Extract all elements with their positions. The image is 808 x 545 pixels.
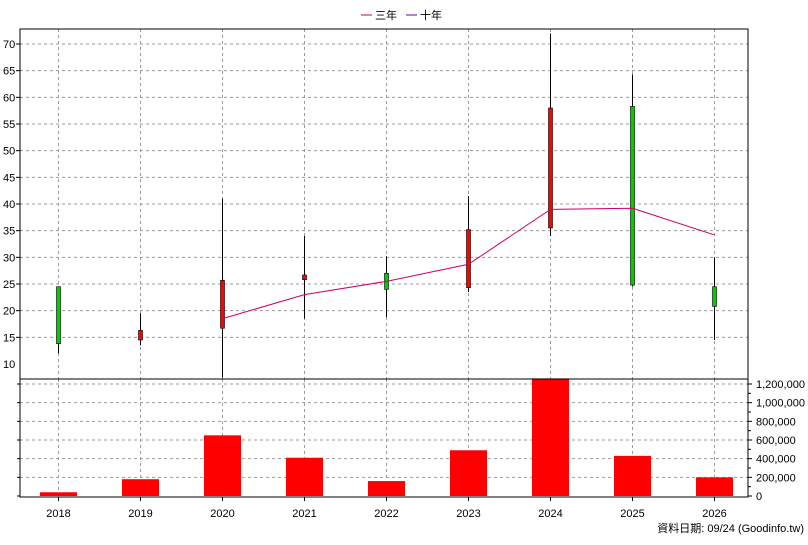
candlesticks bbox=[56, 33, 717, 378]
x-tick-label: 2024 bbox=[538, 508, 562, 520]
volume-bar-2021 bbox=[286, 457, 323, 496]
price-tick-label: 15 bbox=[3, 332, 15, 344]
price-tick-label: 60 bbox=[3, 92, 15, 104]
volume-bar-2026 bbox=[696, 477, 733, 496]
price-tick-label: 65 bbox=[3, 66, 15, 78]
volume-bars bbox=[40, 378, 733, 496]
moving-average-lines bbox=[222, 207, 715, 320]
x-tick-label: 2020 bbox=[210, 508, 234, 520]
volume-tick-label: 1,000,000 bbox=[756, 398, 805, 410]
volume-tick-label: 600,000 bbox=[756, 435, 796, 447]
price-gridlines bbox=[20, 29, 748, 379]
x-tick-label: 2018 bbox=[46, 508, 70, 520]
price-tick-label: 55 bbox=[3, 119, 15, 131]
volume-tick-label: 800,000 bbox=[756, 416, 796, 428]
volume-tick-label: 1,200,000 bbox=[756, 379, 805, 391]
volume-bar-2023 bbox=[450, 450, 487, 496]
candle-body-2019 bbox=[138, 330, 143, 341]
volume-bar-2020 bbox=[204, 435, 241, 496]
legend-label-1: 三年 bbox=[375, 8, 397, 22]
x-tick-label: 2022 bbox=[374, 508, 398, 520]
volume-bar-2018 bbox=[40, 492, 77, 496]
line-series-三年 bbox=[222, 207, 715, 320]
volume-bar-2024 bbox=[532, 378, 569, 496]
volume-bar-2022 bbox=[368, 481, 405, 496]
year-axis-ticks: 2018 2019 2020 2021 2022 2023 2024 2025 2026 bbox=[46, 497, 727, 520]
price-tick-label: 70 bbox=[3, 39, 15, 51]
price-tick-label: 40 bbox=[3, 199, 15, 211]
candle-body-2025 bbox=[630, 106, 635, 286]
price-axis-ticks: 10 15 20 25 30 35 40 45 50 55 60 65 70 bbox=[3, 39, 20, 371]
candle-body-2018 bbox=[56, 286, 61, 345]
price-tick-label: 50 bbox=[3, 146, 15, 158]
x-tick-label: 2019 bbox=[128, 508, 152, 520]
price-tick-label: 45 bbox=[3, 172, 15, 184]
price-tick-label: 20 bbox=[3, 306, 15, 318]
candle-body-2020 bbox=[220, 279, 225, 329]
legend: 三年 十年 bbox=[361, 8, 442, 22]
x-tick-label: 2023 bbox=[456, 508, 480, 520]
x-tick-label: 2025 bbox=[620, 508, 644, 520]
candle-body-2026 bbox=[712, 286, 717, 307]
price-tick-label: 10 bbox=[3, 359, 15, 371]
candle-body-2021 bbox=[302, 274, 307, 281]
price-tick-label: 25 bbox=[3, 279, 15, 291]
price-tick-label: 35 bbox=[3, 226, 15, 238]
legend-label-2: 十年 bbox=[420, 8, 442, 22]
volume-axis-ticks: 0 200,000 400,000 600,000 800,000 1,000,000 1,… bbox=[17, 379, 805, 503]
volume-tick-label: 200,000 bbox=[756, 472, 796, 484]
volume-panel-frame bbox=[19, 378, 749, 498]
x-tick-label: 2026 bbox=[702, 508, 726, 520]
volume-bar-2025 bbox=[614, 455, 651, 496]
volume-tick-label: 400,000 bbox=[756, 454, 796, 466]
volume-bar-2019 bbox=[122, 479, 159, 496]
price-tick-label: 30 bbox=[3, 252, 15, 264]
volume-tick-label: 0 bbox=[756, 491, 762, 503]
candle-body-2023 bbox=[466, 229, 471, 289]
source-note: 資料日期: 09/24 (Goodinfo.tw) bbox=[657, 521, 804, 535]
x-tick-label: 2021 bbox=[292, 508, 316, 520]
candle-body-2024 bbox=[548, 107, 553, 229]
